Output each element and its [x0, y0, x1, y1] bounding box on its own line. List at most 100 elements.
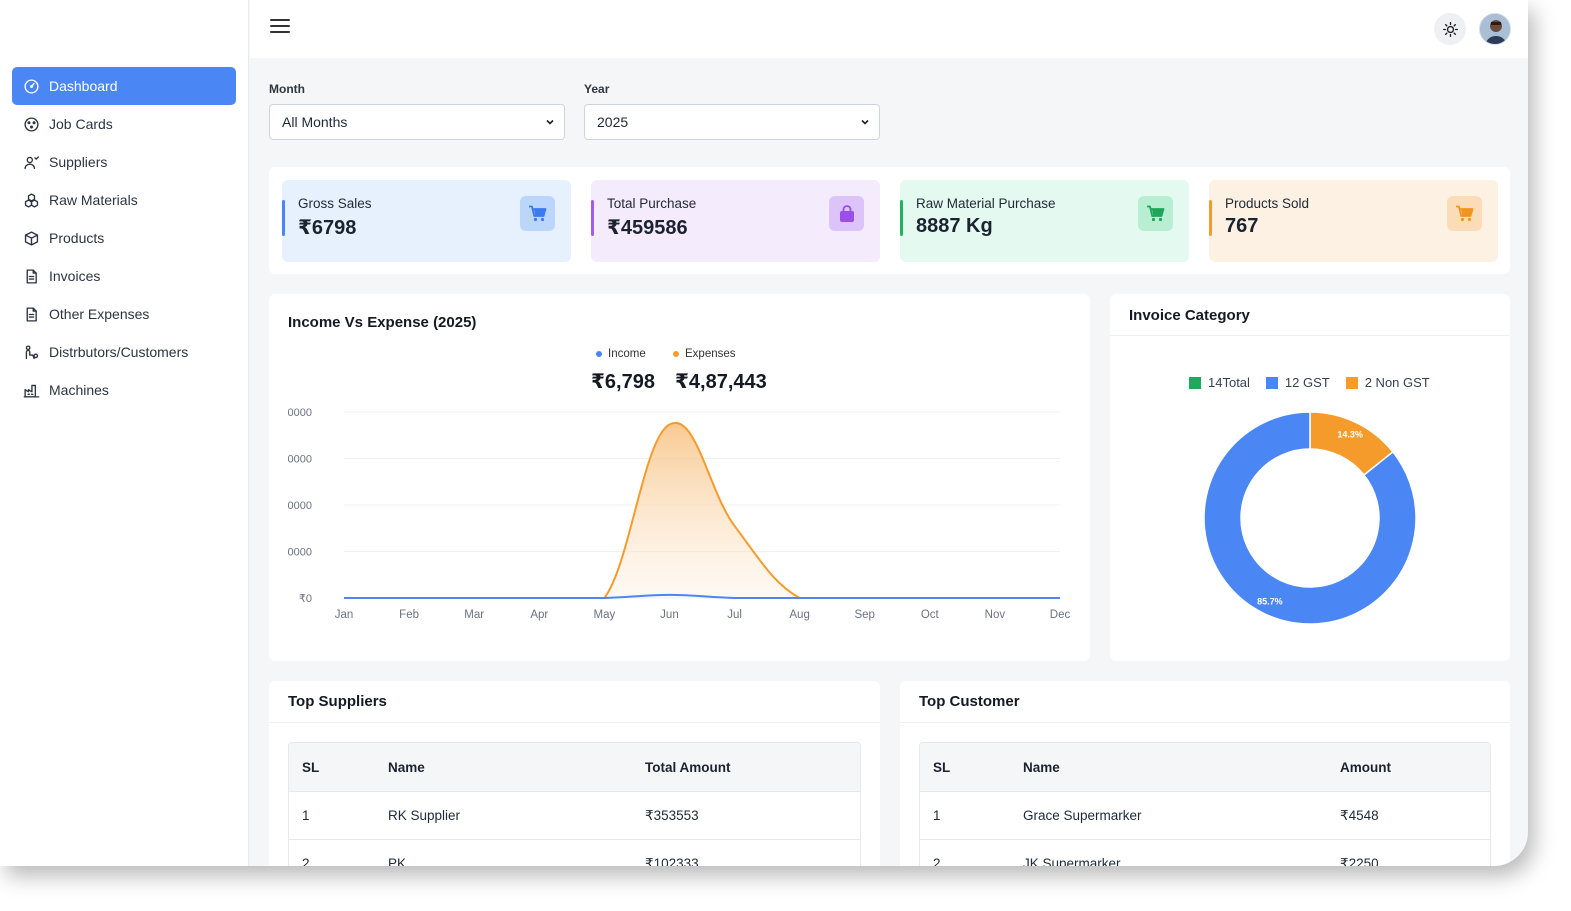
sidebar-item-machines[interactable]: Machines	[12, 371, 236, 409]
year-select[interactable]: 2025	[584, 104, 880, 140]
cart-icon	[520, 196, 555, 231]
sidebar: Dashboard Job Cards Suppliers Raw Materi…	[0, 0, 249, 866]
stat-label: Gross Sales	[298, 196, 372, 211]
top-bar	[250, 0, 1528, 58]
table-row[interactable]: 1 RK Supplier ₹353553	[289, 791, 860, 839]
legend-expenses-label: Expenses	[685, 348, 736, 360]
table-row[interactable]: 2 JK Supermarker ₹2250	[920, 839, 1490, 866]
stat-value: 8887 Kg	[916, 215, 993, 237]
sidebar-item-suppliers[interactable]: Suppliers	[12, 143, 236, 181]
sidebar-item-label: Invoices	[49, 268, 101, 284]
raw-materials-icon	[22, 191, 40, 209]
sidebar-item-job-cards[interactable]: Job Cards	[12, 105, 236, 143]
month-select[interactable]: All Months	[269, 104, 565, 140]
table-row[interactable]: 1 Grace Supermarker ₹4548	[920, 791, 1490, 839]
cell-amount: ₹102333	[645, 855, 699, 867]
shopping-bag-icon	[829, 196, 864, 231]
legend-expenses[interactable]: Expenses	[673, 348, 736, 360]
top-suppliers-card: Top Suppliers SL Name Total Amount 1 RK …	[269, 681, 880, 866]
x-tick-label: Feb	[399, 609, 419, 621]
legend-label: 14Total	[1208, 375, 1250, 390]
legend-marker	[1345, 377, 1358, 389]
cell-amount: ₹353553	[645, 807, 699, 823]
stat-card-gross-sales: Gross Sales ₹6798	[282, 180, 571, 262]
sidebar-item-label: Job Cards	[49, 116, 113, 132]
card-divider	[900, 722, 1510, 723]
sidebar-item-label: Dashboard	[49, 78, 118, 94]
legend-label: 12 GST	[1284, 375, 1330, 390]
chevron-down-icon	[861, 119, 869, 125]
x-tick-label: Dec	[1050, 609, 1071, 621]
cell-amount: ₹2250	[1340, 855, 1379, 867]
cell-name: RK Supplier	[388, 808, 461, 823]
sidebar-item-other-expenses[interactable]: Other Expenses	[12, 295, 236, 333]
stat-label: Raw Material Purchase	[916, 196, 1056, 211]
year-select-value: 2025	[597, 114, 629, 130]
legend-label: 2 Non GST	[1364, 375, 1430, 390]
stat-label: Products Sold	[1225, 196, 1310, 211]
income-line	[343, 593, 1060, 599]
stat-card-total-purchase: Total Purchase ₹459586	[591, 180, 880, 262]
card-divider	[1110, 335, 1510, 336]
hamburger-icon[interactable]	[270, 19, 290, 37]
legend-item-non-gst[interactable]: 2 Non GST	[1345, 375, 1430, 390]
sidebar-item-dashboard[interactable]: Dashboard	[12, 67, 236, 105]
sidebar-item-products[interactable]: Products	[12, 219, 236, 257]
sidebar-item-label: Raw Materials	[49, 192, 138, 208]
income-expense-chart: 0000 0000 0000 0000 ₹0 Jan Feb Mar Apr May Jun Jul…	[288, 407, 1071, 621]
legend-marker	[1265, 377, 1278, 389]
x-tick-label: Jul	[727, 609, 742, 621]
sun-icon	[1442, 21, 1458, 37]
y-tick-label: ₹0	[299, 593, 312, 605]
x-tick-label: Oct	[921, 609, 940, 621]
donut-slice[interactable]	[1203, 411, 1417, 625]
y-tick-label: 0000	[288, 500, 312, 512]
stat-value: 767	[1225, 215, 1259, 237]
cell-amount: ₹4548	[1340, 807, 1379, 823]
sidebar-item-invoices[interactable]: Invoices	[12, 257, 236, 295]
factory-icon	[22, 381, 40, 399]
column-header-sl: SL	[302, 759, 320, 775]
expenses-area	[344, 422, 1060, 598]
document-icon	[22, 267, 40, 285]
legend-income-label: Income	[608, 348, 646, 360]
table-row[interactable]: 2 PK ₹102333	[289, 839, 860, 866]
top-suppliers-title: Top Suppliers	[288, 693, 387, 710]
legend-item-gst[interactable]: 12 GST	[1265, 375, 1330, 390]
legend-income[interactable]: Income	[596, 348, 646, 360]
column-header-amount: Amount	[1340, 759, 1391, 775]
box-icon	[22, 229, 40, 247]
invoice-donut-chart: 14.3% 85.7%	[1203, 411, 1417, 625]
cell-sl: 2	[302, 856, 310, 866]
slice-percent-label: 14.3%	[1337, 430, 1363, 440]
x-tick-label: May	[593, 609, 615, 621]
column-header-name: Name	[388, 759, 425, 775]
job-cards-icon	[22, 115, 40, 133]
month-select-value: All Months	[282, 114, 348, 130]
table-header: SL Name Amount	[920, 743, 1490, 791]
stat-value: ₹6798	[298, 217, 357, 239]
sidebar-item-label: Other Expenses	[49, 306, 150, 322]
chevron-down-icon	[546, 119, 554, 125]
sidebar-item-label: Suppliers	[49, 154, 108, 170]
top-customer-card: Top Customer SL Name Amount 1 Grace Supe…	[900, 681, 1510, 866]
column-header-total-amount: Total Amount	[645, 759, 731, 775]
cell-name: PK	[388, 856, 407, 866]
theme-toggle-button[interactable]	[1434, 13, 1466, 45]
column-header-name: Name	[1023, 759, 1060, 775]
invoice-legend: 14Total 12 GST 2 Non GST	[1189, 375, 1430, 390]
cell-name: JK Supermarker	[1023, 856, 1121, 866]
legend-marker	[596, 350, 602, 357]
invoice-category-card: Invoice Category 14Total 12 GST 2 Non GS…	[1110, 294, 1510, 661]
sidebar-item-raw-materials[interactable]: Raw Materials	[12, 181, 236, 219]
x-tick-label: Aug	[789, 609, 809, 621]
customers-table: SL Name Amount 1 Grace Supermarker ₹4548…	[919, 742, 1491, 866]
legend-item-total[interactable]: 14Total	[1189, 375, 1250, 390]
x-tick-label: Mar	[464, 609, 484, 621]
top-customer-title: Top Customer	[919, 693, 1020, 710]
user-avatar[interactable]	[1479, 13, 1511, 45]
sidebar-item-label: Distrbutors/Customers	[49, 344, 189, 360]
sidebar-item-distributors-customers[interactable]: Distrbutors/Customers	[12, 333, 236, 371]
x-tick-label: Apr	[530, 609, 548, 621]
slice-percent-label: 85.7%	[1257, 596, 1283, 606]
